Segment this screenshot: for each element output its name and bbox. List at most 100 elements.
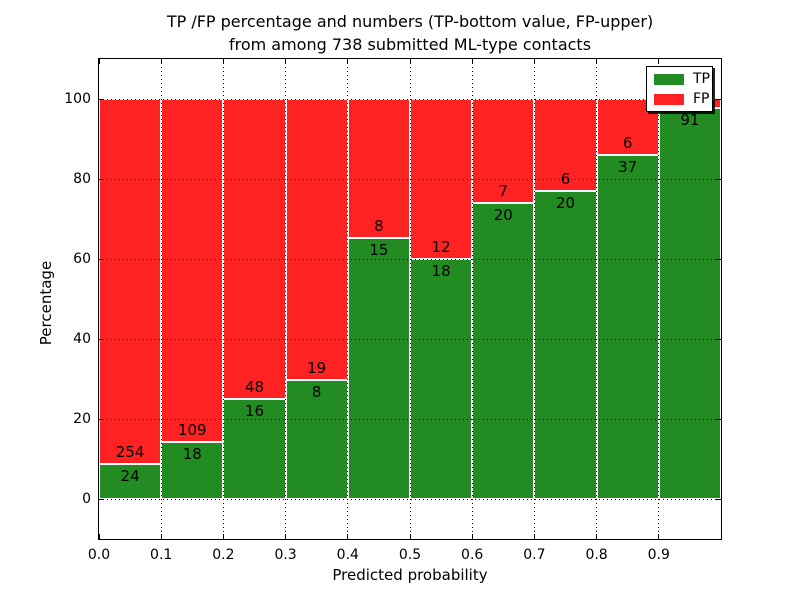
legend-item: TP: [647, 69, 712, 89]
x-tick-mark: [98, 534, 100, 539]
bar-segment-fp: [285, 99, 348, 381]
vertical-gridline: [471, 59, 473, 539]
bar-segment-fp: [161, 99, 224, 443]
x-tick-mark: [98, 59, 100, 64]
y-tick-label: 100: [64, 91, 91, 107]
horizontal-gridline: [99, 258, 721, 260]
bar-segment-tp: [410, 259, 473, 499]
y-tick-label: 0: [82, 491, 91, 507]
bar-value-label-tp: 8: [311, 383, 322, 402]
vertical-gridline: [160, 59, 162, 539]
bar-value-label-fp: 48: [244, 378, 265, 396]
bar-value-label-tp: 16: [244, 402, 265, 420]
y-tick-mark: [716, 98, 721, 100]
horizontal-gridline: [99, 338, 721, 340]
bar-segment-tp: [472, 202, 535, 499]
x-tick-mark: [596, 534, 598, 539]
y-tick-label: 20: [73, 411, 91, 427]
x-tick-mark: [409, 59, 411, 64]
vertical-gridline: [285, 59, 287, 539]
bar-value-label-fp: 109: [177, 421, 207, 440]
y-tick-mark: [99, 178, 104, 180]
y-tick-mark: [716, 498, 721, 500]
y-tick-label: 80: [73, 171, 91, 187]
bar-segment-tp: [534, 191, 597, 499]
bar-value-label-tp: 24: [120, 467, 140, 486]
y-tick-label: 40: [73, 331, 91, 347]
bar-value-label-fp: 7: [498, 181, 509, 200]
chart-title: TP /FP percentage and numbers (TP-bottom…: [99, 10, 721, 56]
legend-item-label: TP: [693, 71, 710, 87]
horizontal-gridline: [99, 418, 721, 420]
bar-value-label-fp: 254: [115, 443, 145, 462]
bar-value-label-fp: 8: [374, 217, 384, 236]
y-tick-mark: [99, 338, 104, 340]
x-tick-label: 0.1: [150, 547, 173, 563]
x-tick-label: 0.2: [212, 547, 235, 563]
bar-segment-fp: [99, 99, 162, 465]
chart-title-line2: from among 738 submitted ML-type contact…: [228, 35, 592, 54]
legend-swatch-icon: [654, 93, 684, 105]
bar-segment-fp: [347, 99, 410, 239]
vertical-gridline: [347, 59, 349, 539]
x-tick-mark: [409, 534, 411, 539]
y-tick-mark: [716, 178, 721, 180]
y-tick-label: 60: [73, 251, 91, 267]
horizontal-gridline: [99, 498, 721, 500]
vertical-gridline: [222, 59, 224, 539]
y-tick-mark: [99, 258, 104, 260]
horizontal-gridline: [99, 98, 721, 100]
bar-value-label-tp: 37: [618, 157, 638, 176]
x-tick-mark: [222, 59, 224, 64]
x-tick-mark: [471, 534, 473, 539]
x-axis-label: Predicted probability: [332, 566, 488, 584]
legend-item-label: FP: [693, 91, 710, 107]
bar-value-label-tp: 20: [493, 205, 513, 224]
y-tick-mark: [99, 418, 104, 420]
bar-segment-tp: [347, 238, 410, 499]
vertical-gridline: [596, 59, 598, 539]
bar-value-label-tp: 20: [555, 194, 576, 213]
bar-value-label-tp: 91: [680, 110, 700, 129]
legend-swatch-icon: [654, 73, 684, 85]
x-tick-label: 0.4: [336, 547, 359, 563]
x-tick-mark: [160, 534, 162, 539]
bar-segment-tp: [285, 380, 348, 499]
x-tick-mark: [347, 534, 349, 539]
x-tick-label: 0.0: [87, 547, 111, 563]
vertical-gridline: [533, 59, 535, 539]
y-tick-mark: [99, 498, 104, 500]
x-tick-label: 0.8: [585, 547, 608, 563]
x-tick-mark: [720, 534, 722, 539]
bar-segment-tp: [99, 464, 162, 499]
x-tick-mark: [222, 534, 224, 539]
bar-segment-fp: [534, 99, 597, 192]
x-tick-mark: [658, 59, 660, 64]
plot-area: 254241091848161988151218720620637291: [98, 58, 722, 540]
x-tick-mark: [596, 59, 598, 64]
x-tick-mark: [533, 534, 535, 539]
x-tick-mark: [285, 534, 287, 539]
x-tick-label: 0.5: [398, 547, 422, 563]
vertical-gridline: [409, 59, 411, 539]
y-tick-mark: [99, 98, 104, 100]
y-axis-label: Percentage: [37, 260, 55, 346]
x-tick-label: 0.9: [647, 547, 670, 563]
bar-segment-tp: [658, 107, 721, 499]
bar-value-label-fp: 6: [622, 133, 633, 152]
y-tick-mark: [716, 418, 721, 420]
x-tick-mark: [347, 59, 349, 64]
bar-value-label-fp: 19: [307, 359, 327, 378]
x-tick-mark: [471, 59, 473, 64]
x-tick-label: 0.6: [461, 547, 484, 563]
vertical-gridline: [658, 59, 660, 539]
x-tick-mark: [658, 534, 660, 539]
chart-title-line1: TP /FP percentage and numbers (TP-bottom…: [166, 12, 654, 31]
bar-segment-fp: [223, 99, 286, 399]
x-tick-label: 0.7: [523, 547, 546, 563]
bar-segment-tp: [161, 442, 224, 499]
legend-item: FP: [647, 89, 712, 109]
bar-value-label-tp: 15: [369, 241, 389, 260]
bar-segment-tp: [596, 154, 659, 499]
